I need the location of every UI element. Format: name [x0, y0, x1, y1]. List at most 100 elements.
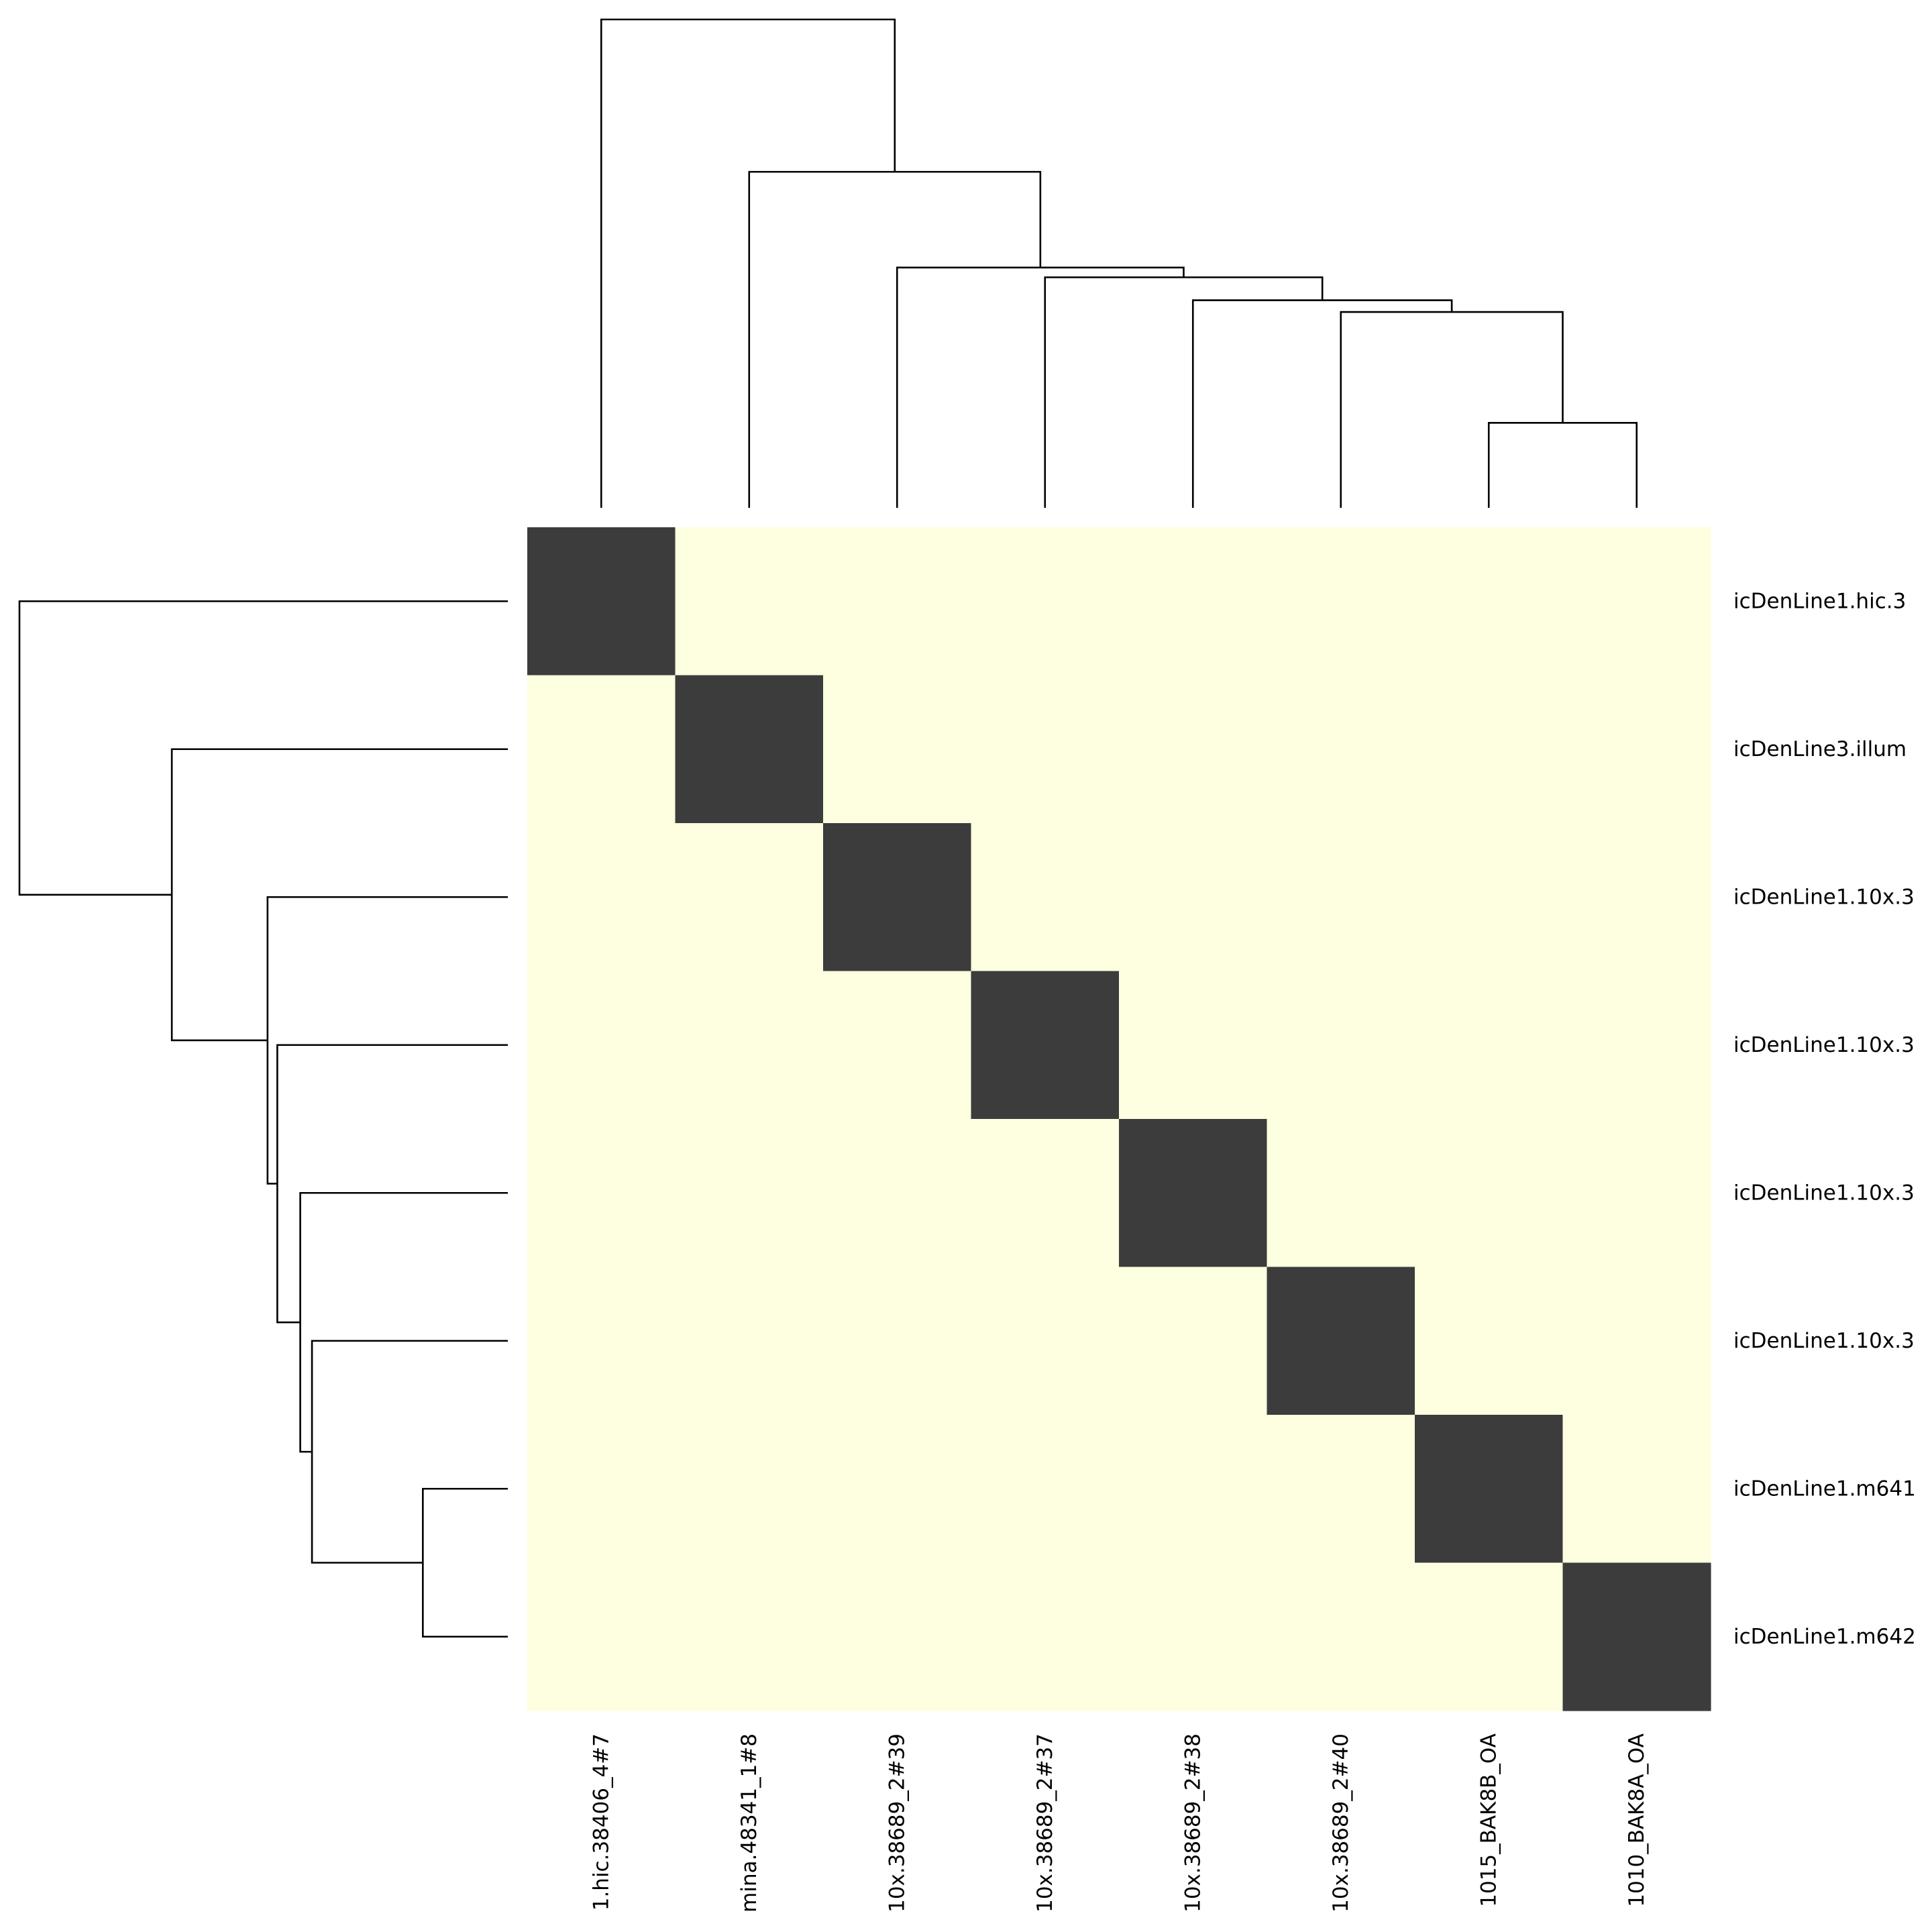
heatmap-cell — [1415, 1119, 1564, 1268]
column-label: 10x.38689_2#40 — [1329, 1733, 1353, 1913]
heatmap-cell — [823, 823, 972, 972]
column-label: 1015_BAK8B_OA — [1477, 1733, 1501, 1907]
row-label: icDenLine1.10x.3 — [1733, 885, 1915, 909]
heatmap-cell — [1415, 527, 1564, 676]
heatmap-cell — [823, 675, 972, 824]
row-dendrogram-link — [299, 1191, 508, 1453]
column-dendrogram-link — [600, 18, 896, 508]
heatmap-cell — [1267, 527, 1415, 676]
column-label: 1010_BAK8A_OA — [1625, 1733, 1649, 1907]
column-dendrogram-link — [1340, 311, 1564, 508]
heatmap-cell — [1415, 675, 1564, 824]
heatmap-cell — [1562, 1267, 1711, 1415]
row-labels: icDenLine1.hic.3 icDenLine3.illum icDenLin… — [1733, 589, 1916, 1649]
column-dendrogram-link — [896, 266, 1185, 508]
heatmap-cell — [527, 823, 676, 972]
heatmap-cell — [1267, 823, 1415, 972]
row-label: icDenLine1.10x.3 — [1733, 1181, 1915, 1205]
heatmap-cell — [527, 675, 676, 824]
row-dendrogram-link — [311, 1340, 508, 1564]
heatmap-cell — [675, 1562, 824, 1711]
heatmap-cell — [675, 971, 824, 1120]
column-dendrogram — [600, 18, 1638, 508]
column-dendrogram-link — [1487, 422, 1638, 508]
heatmap-cell — [527, 527, 676, 676]
heatmap-cell — [971, 971, 1120, 1120]
row-label: icDenLine1.m642 — [1733, 1625, 1916, 1649]
heatmap-cell — [1415, 1415, 1564, 1564]
column-dendrogram-link — [1044, 276, 1324, 508]
column-dendrogram-link — [748, 170, 1042, 508]
heatmap-cell — [971, 1119, 1120, 1268]
row-label: icDenLine1.10x.3 — [1733, 1033, 1915, 1057]
heatmap-cell — [823, 971, 972, 1120]
heatmap-cell — [1119, 675, 1268, 824]
heatmap-cell — [1267, 1415, 1415, 1564]
heatmap-cell — [1119, 823, 1268, 972]
row-label: icDenLine3.illum — [1733, 737, 1907, 761]
column-label: 10x.38689_2#37 — [1033, 1733, 1057, 1913]
column-dendrogram-link — [1191, 299, 1453, 508]
heatmap-cell — [1562, 1415, 1711, 1564]
heatmap-cell — [1562, 971, 1711, 1120]
heatmap-cell — [971, 527, 1120, 676]
column-label: 10x.38689_2#39 — [885, 1733, 909, 1913]
row-dendrogram — [18, 600, 508, 1638]
row-dendrogram-link — [18, 600, 508, 896]
heatmap-cell — [1119, 1415, 1268, 1564]
heatmap-cell — [675, 1267, 824, 1415]
heatmap-cell — [1267, 1119, 1415, 1268]
heatmap-cell — [527, 971, 676, 1120]
row-label: icDenLine1.10x.3 — [1733, 1329, 1915, 1353]
heatmap-cell — [527, 1267, 676, 1415]
heatmap-cell — [1267, 1267, 1415, 1415]
heatmap-cell — [675, 1119, 824, 1268]
heatmap-cell — [527, 1415, 676, 1564]
heatmap-cell — [971, 823, 1120, 972]
heatmap-cell — [1119, 1119, 1268, 1268]
heatmap-cell — [971, 675, 1120, 824]
column-label: 10x.38689_2#38 — [1181, 1733, 1205, 1913]
heatmap-cell — [1267, 1562, 1415, 1711]
heatmap-cell — [1267, 675, 1415, 824]
heatmap-cell — [1119, 1562, 1268, 1711]
heatmap-cell — [1415, 1562, 1564, 1711]
row-label: icDenLine1.m641 — [1733, 1477, 1916, 1501]
heatmap-cell — [527, 1562, 676, 1711]
heatmap-cell — [823, 1415, 972, 1564]
heatmap-cell — [1562, 1562, 1711, 1711]
heatmap-cell — [823, 1562, 972, 1711]
heatmap-cell — [1415, 971, 1564, 1120]
heatmap-cell — [675, 1415, 824, 1564]
heatmap-cells — [527, 527, 1711, 1711]
heatmap-cell — [527, 1119, 676, 1268]
column-labels: 1.hic.38406_4#7 mina.48341_1#8 10x.38689_2… — [589, 1733, 1649, 1913]
row-label: icDenLine1.hic.3 — [1733, 589, 1906, 613]
heatmap-cell — [1119, 1267, 1268, 1415]
heatmap-cell — [675, 527, 824, 676]
heatmap-cell — [1562, 675, 1711, 824]
heatmap-cell — [971, 1562, 1120, 1711]
heatmap-cell — [1119, 971, 1268, 1120]
row-dendrogram-link — [276, 1044, 508, 1324]
row-dendrogram-link — [170, 748, 508, 1042]
column-label: mina.48341_1#8 — [737, 1733, 761, 1913]
row-dendrogram-link — [266, 896, 508, 1185]
heatmap-cell — [823, 1119, 972, 1268]
heatmap-cell — [675, 823, 824, 972]
heatmap-cell — [1562, 527, 1711, 676]
heatmap-cell — [823, 1267, 972, 1415]
heatmap-cell — [1267, 971, 1415, 1120]
row-dendrogram-link — [422, 1487, 508, 1638]
column-label: 1.hic.38406_4#7 — [589, 1733, 613, 1911]
heatmap-cell — [1562, 823, 1711, 972]
heatmap-cell — [675, 675, 824, 824]
heatmap-cell — [1119, 527, 1268, 676]
heatmap-cell — [971, 1415, 1120, 1564]
heatmap-cell — [823, 527, 972, 676]
heatmap-cell — [971, 1267, 1120, 1415]
heatmap-cell — [1562, 1119, 1711, 1268]
heatmap-cell — [1415, 823, 1564, 972]
heatmap-cell — [1415, 1267, 1564, 1415]
